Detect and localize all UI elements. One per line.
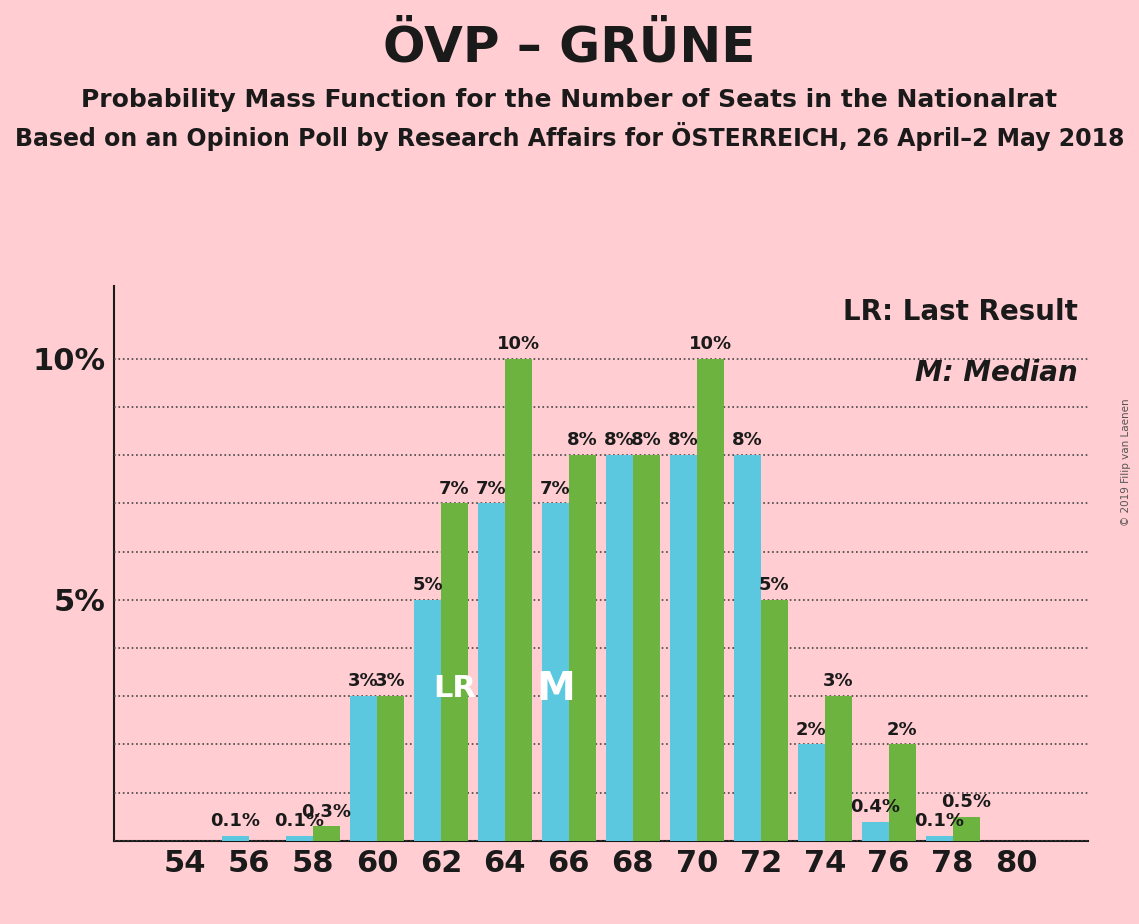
Bar <box>888 745 916 841</box>
Bar <box>542 504 568 841</box>
Text: LR: LR <box>433 675 476 703</box>
Bar <box>734 456 761 841</box>
Text: M: Median: M: Median <box>916 359 1077 386</box>
Text: 0.1%: 0.1% <box>274 812 325 831</box>
Text: 0.1%: 0.1% <box>915 812 965 831</box>
Text: 8%: 8% <box>604 432 634 449</box>
Text: 7%: 7% <box>540 480 571 498</box>
Text: Based on an Opinion Poll by Research Affairs for ÖSTERREICH, 26 April–2 May 2018: Based on an Opinion Poll by Research Aff… <box>15 122 1124 151</box>
Text: 10%: 10% <box>497 335 540 353</box>
Text: 7%: 7% <box>439 480 469 498</box>
Text: 2%: 2% <box>796 721 827 738</box>
Text: 8%: 8% <box>667 432 698 449</box>
Text: 10%: 10% <box>689 335 731 353</box>
Bar <box>862 821 888 841</box>
Bar <box>926 836 952 841</box>
Bar <box>505 359 532 841</box>
Text: 8%: 8% <box>631 432 662 449</box>
Bar <box>415 600 441 841</box>
Bar <box>441 504 468 841</box>
Text: 2%: 2% <box>887 721 917 738</box>
Text: 3%: 3% <box>349 673 379 690</box>
Bar <box>606 456 633 841</box>
Text: 8%: 8% <box>732 432 763 449</box>
Text: 0.1%: 0.1% <box>211 812 261 831</box>
Text: 0.4%: 0.4% <box>850 797 900 816</box>
Text: M: M <box>536 670 575 708</box>
Text: ÖVP – GRÜNE: ÖVP – GRÜNE <box>384 23 755 71</box>
Text: 5%: 5% <box>759 576 789 594</box>
Text: 3%: 3% <box>375 673 405 690</box>
Bar <box>761 600 787 841</box>
Text: LR: Last Result: LR: Last Result <box>843 298 1077 325</box>
Bar <box>313 826 339 841</box>
Bar <box>952 817 980 841</box>
Bar <box>377 696 404 841</box>
Bar <box>633 456 659 841</box>
Text: 0.5%: 0.5% <box>941 793 991 811</box>
Text: 0.3%: 0.3% <box>302 803 352 821</box>
Bar <box>222 836 249 841</box>
Text: 8%: 8% <box>567 432 598 449</box>
Text: 5%: 5% <box>412 576 443 594</box>
Text: © 2019 Filip van Laenen: © 2019 Filip van Laenen <box>1121 398 1131 526</box>
Bar <box>286 836 313 841</box>
Bar <box>825 696 852 841</box>
Text: 3%: 3% <box>822 673 853 690</box>
Bar <box>797 745 825 841</box>
Text: 7%: 7% <box>476 480 507 498</box>
Bar <box>478 504 505 841</box>
Bar <box>350 696 377 841</box>
Text: Probability Mass Function for the Number of Seats in the Nationalrat: Probability Mass Function for the Number… <box>81 88 1058 112</box>
Bar <box>670 456 697 841</box>
Bar <box>568 456 596 841</box>
Bar <box>697 359 723 841</box>
